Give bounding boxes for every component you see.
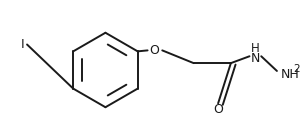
Text: N: N [251,52,260,65]
Text: NH: NH [281,68,300,81]
Text: I: I [20,38,24,51]
Text: O: O [150,44,159,57]
Text: O: O [213,103,223,116]
Text: H: H [251,42,260,55]
Text: 2: 2 [293,64,300,74]
